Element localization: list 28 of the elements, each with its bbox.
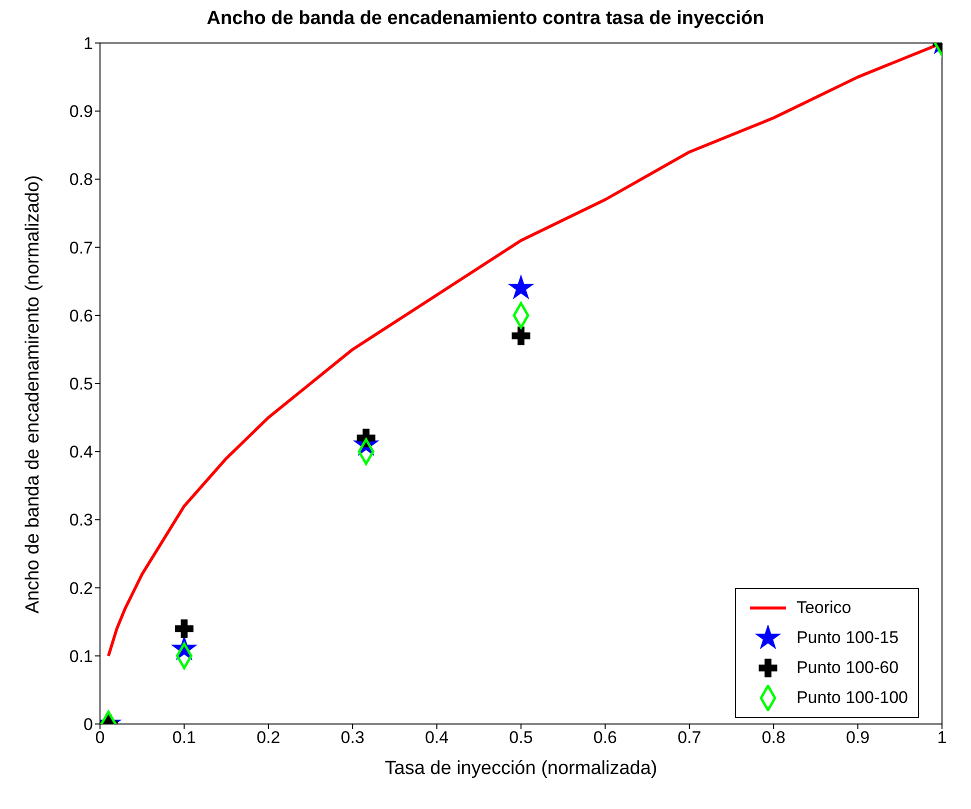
legend-label: Punto 100-60 xyxy=(796,658,899,678)
y-tick-label: 0.2 xyxy=(69,578,93,598)
y-tick-label: 0.8 xyxy=(69,170,93,190)
chart-title: Ancho de banda de encadenamiento contra tasa de inyección xyxy=(206,8,766,31)
y-tick-label: 0.6 xyxy=(69,306,93,326)
x-axis-title: Tasa de inyección (normalizada) xyxy=(384,758,658,779)
y-axis-title: Ancho de banda de encadenamirento (normalizado) xyxy=(22,175,44,614)
x-tick-label: 0.8 xyxy=(762,728,786,748)
x-tick-label: 0.9 xyxy=(846,728,870,748)
y-tick-label: 0 xyxy=(84,715,93,734)
y-tick-label: 0.5 xyxy=(69,374,93,394)
x-tick-label: 0.5 xyxy=(509,728,533,748)
y-tick-label: 0.3 xyxy=(69,510,93,530)
legend-label: Punto 100-100 xyxy=(796,688,908,708)
y-tick-label: 0.7 xyxy=(69,238,93,258)
x-tick-label: 0.2 xyxy=(256,728,280,748)
y-tick-label: 1 xyxy=(84,34,93,54)
x-tick-label: 0.7 xyxy=(678,728,702,748)
x-tick-label: 0.1 xyxy=(172,728,196,748)
x-tick-label: 0.4 xyxy=(424,728,449,748)
y-tick-label: 0.1 xyxy=(69,646,93,666)
legend-label: Teorico xyxy=(796,598,852,618)
y-tick-label: 0.9 xyxy=(69,102,93,122)
x-tick-label: 1 xyxy=(937,728,947,748)
y-tick-label: 0.4 xyxy=(69,442,93,462)
legend-label: Punto 100-15 xyxy=(796,628,899,648)
x-tick-label: 0.3 xyxy=(340,728,364,748)
x-tick-label: 0.6 xyxy=(593,728,618,748)
